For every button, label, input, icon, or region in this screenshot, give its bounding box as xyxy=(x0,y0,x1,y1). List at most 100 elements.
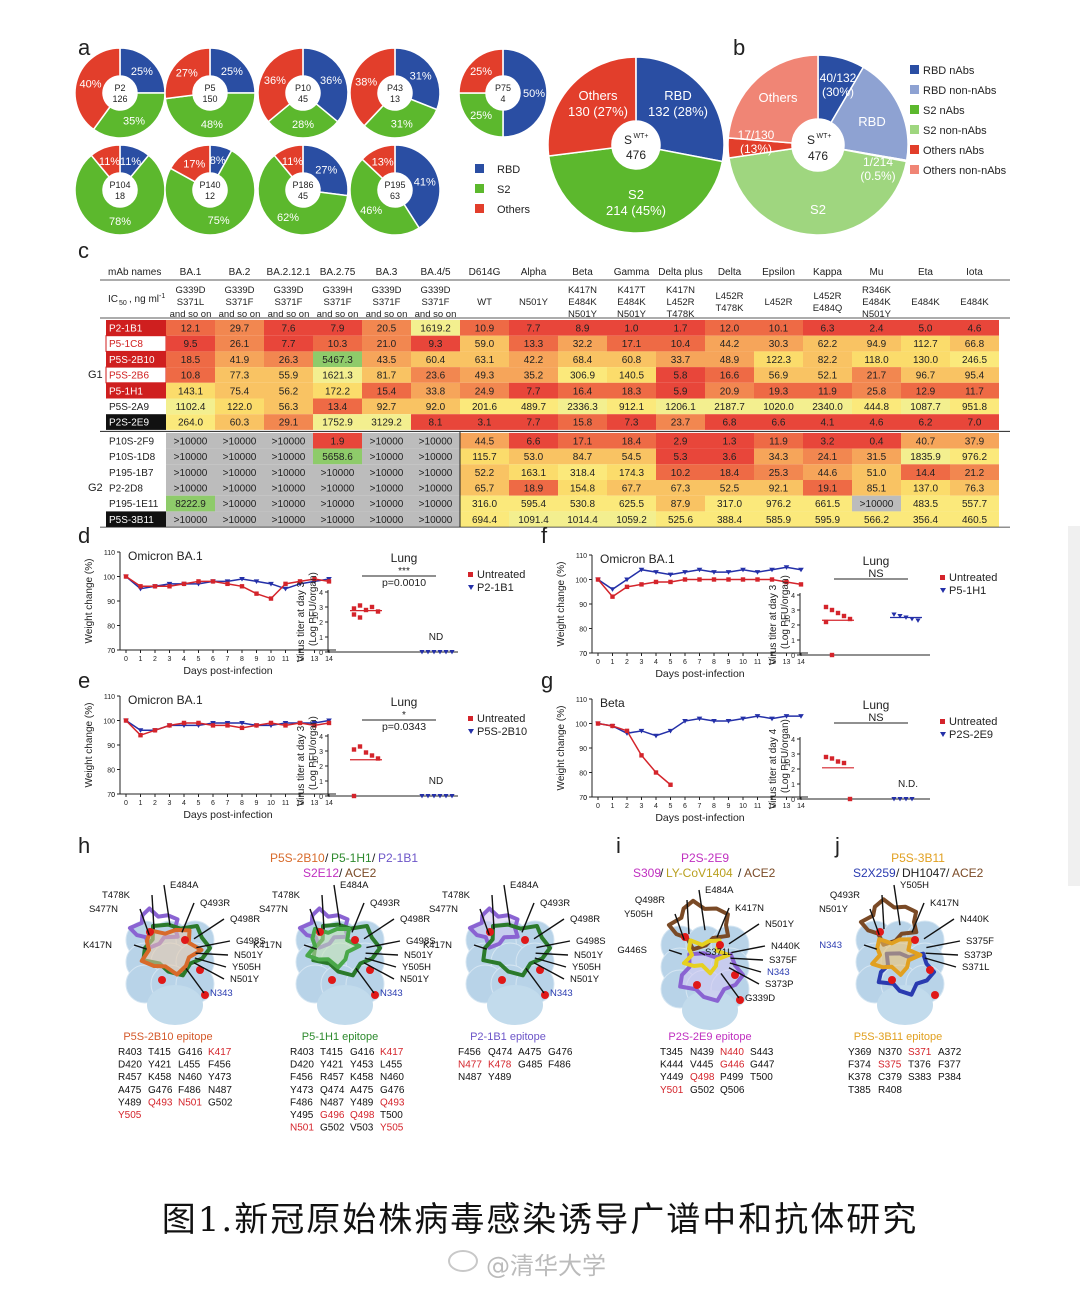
donut-label: P5 xyxy=(204,83,215,93)
donut-P140-others-slice xyxy=(169,144,211,183)
panel-d-ytick-zero: 0 xyxy=(111,648,115,655)
table-cell-value: 19.1 xyxy=(818,484,838,495)
table-cell-value: 7.0 xyxy=(968,418,982,429)
table-cell xyxy=(558,495,607,512)
table-row-name-bg xyxy=(106,480,166,496)
panel-i-structure-mutation-label: S375F xyxy=(769,955,797,966)
table-cell xyxy=(166,448,215,465)
panel-f-treated-point xyxy=(624,577,630,583)
table-cell xyxy=(852,351,901,368)
panel-e-untreated-point xyxy=(225,723,230,728)
panel-d-lung-title: Lung xyxy=(391,551,418,565)
panel-g-xtick-label: 9 xyxy=(727,803,731,810)
table-cell xyxy=(705,448,754,465)
table-cell-value: 912.1 xyxy=(619,402,644,413)
panel-h-epi3-epitope-residue: Y489 xyxy=(488,1072,512,1083)
table-cell-value: 18.4 xyxy=(622,436,642,447)
panel-i-structure-mutation-label: E484A xyxy=(705,885,734,896)
panel-h-epi2-epitope-residue: Y505 xyxy=(380,1123,404,1134)
table-cell-value: 52.1 xyxy=(818,371,838,382)
table-cell xyxy=(754,511,803,528)
table-cell xyxy=(558,320,607,336)
panel-h-epi3-epitope-residue: N477 xyxy=(458,1060,482,1071)
panel-d-untreated-point xyxy=(152,584,158,589)
table-cell-value: 10.3 xyxy=(328,339,348,350)
table-cell-value: 14.4 xyxy=(916,468,936,479)
table-cell xyxy=(754,480,803,496)
panel-j-epi-epitope-residue: Y369 xyxy=(848,1047,872,1058)
panel-i-epi-epitope-residue: S443 xyxy=(750,1047,774,1058)
panel-f-titer-label2-sub: 10 xyxy=(785,615,792,623)
table-cell xyxy=(852,398,901,415)
table-cell-value: 30.3 xyxy=(769,339,789,350)
table-cell-value: 5.3 xyxy=(674,452,688,463)
table-cell xyxy=(558,432,607,449)
table-cell-value: 34.3 xyxy=(769,452,789,463)
donut-P43-rbd-slice xyxy=(394,47,441,111)
table-cell-value: 1206.1 xyxy=(665,402,696,413)
panel-d-untreated-dot xyxy=(351,606,357,611)
table-cell xyxy=(803,448,852,465)
panel-h-epi1-epitope-residue: R403 xyxy=(118,1047,142,1058)
table-cell xyxy=(509,495,558,512)
panel-g-treated-point xyxy=(725,719,732,724)
donut-P75-s2-slice xyxy=(458,92,504,138)
panel-j-structure-epitope-outline xyxy=(858,897,919,947)
panel-h-structure-3-leader xyxy=(491,894,495,930)
table-cell xyxy=(166,511,215,528)
panel-h-structure-3-leader xyxy=(533,962,565,980)
big-donut-n: 476 xyxy=(626,148,646,162)
table-cell-value: >10000 xyxy=(223,436,257,447)
pie-b-s2-label: S2 xyxy=(810,202,826,217)
table-cell xyxy=(313,495,362,512)
panel-d-legend-treated-swatch xyxy=(468,585,474,590)
panel-h-structure-2-mutation-label: Q498R xyxy=(400,914,430,925)
panel-i-epi-epitope-residue: V445 xyxy=(690,1060,714,1071)
panel-e-ytick-label: 110 xyxy=(104,694,115,701)
panel-e-titer-label1: Virus titer at day 3 xyxy=(296,725,307,806)
panel-g-titer-label1: Virus titer at day 4 xyxy=(768,728,779,809)
table-cell-value: 6.3 xyxy=(821,324,835,335)
donut-others-pct: 38% xyxy=(355,77,377,89)
legend-label-rbd: RBD xyxy=(497,164,520,176)
table-cell xyxy=(215,432,264,449)
panel-h-structure-1-mutation-label: N343 xyxy=(210,988,233,999)
panel-f-xtick-label: 1 xyxy=(611,659,615,666)
figure-caption: 图1.新冠原始株病毒感染诱导广谱中和抗体研究 xyxy=(161,1200,919,1240)
table-mut: S371F xyxy=(324,297,352,308)
panel-i-epi-epitope-residue: K444 xyxy=(660,1060,684,1071)
donut-count: 150 xyxy=(202,94,217,104)
table-cell-value: 82.2 xyxy=(818,355,838,366)
table-cell-value: 29.7 xyxy=(230,324,250,335)
panel-i-structure-leader xyxy=(674,913,685,941)
panel-f-xtick-label: 14 xyxy=(797,659,805,666)
panel-i-structure-leader xyxy=(698,889,706,931)
donut-rbd-pct: 27% xyxy=(315,164,337,176)
table-cell xyxy=(362,432,411,449)
table-cell-value: 7.7 xyxy=(527,418,541,429)
panel-h-epi3-epitope-residue: A475 xyxy=(518,1047,542,1058)
table-cell-value: 67.3 xyxy=(671,484,691,495)
panel-d-titer-tick-label: 2 xyxy=(319,620,323,627)
table-cell xyxy=(411,398,460,415)
panel-d-titer-label1: Virus titer at day 3 xyxy=(296,581,307,662)
panel-g-titer-tick-label: 1 xyxy=(791,782,795,789)
table-cell xyxy=(264,320,313,336)
table-col-Delta: Delta xyxy=(718,267,742,278)
legend-swatch-others xyxy=(475,204,484,213)
table-mut: E484K xyxy=(911,297,940,308)
table-cell-value: 11.9 xyxy=(818,386,837,397)
table-cell-value: 318.4 xyxy=(570,468,595,479)
table-cell xyxy=(166,367,215,383)
table-row-name: P10S-2F9 xyxy=(109,436,154,447)
panel-e-untreated-point xyxy=(181,720,187,726)
panel-f-xtick-label: 13 xyxy=(783,659,791,666)
panel-h-epi1-epitope-residue: G476 xyxy=(148,1085,173,1096)
panel-h-epi2-epitope-residue: R457 xyxy=(320,1072,344,1083)
panel-h-epi1-epitope-residue: Y473 xyxy=(208,1072,232,1083)
table-cell xyxy=(754,414,803,430)
table-cell-value: >10000 xyxy=(419,452,453,463)
panel-h-epi1-epitope-residue: Y489 xyxy=(118,1097,142,1108)
panel-f-untreated-point xyxy=(798,582,804,587)
donut-P43-others-slice xyxy=(349,47,396,127)
